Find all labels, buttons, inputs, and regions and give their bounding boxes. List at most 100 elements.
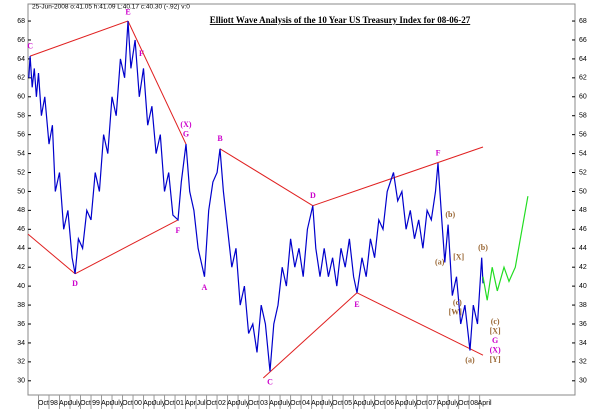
x-tick-label: 08 [470,400,478,407]
y-tick-label: 58 [17,113,25,120]
trendline [219,148,314,207]
x-tick-label: Oct [38,400,49,407]
y-tick-label: 68 [17,18,25,25]
x-tick-label: Oct [122,400,133,407]
x-tick-label: Oct [290,400,301,407]
wave-label: E [354,300,359,309]
x-tick-label: Jul [197,400,206,407]
x-tick-label: Oct [416,400,427,407]
y-tick-label: 48 [17,207,25,214]
wave-label: (X) [180,120,191,129]
y-tick-label: 50 [17,188,25,195]
wave-label: [W] [449,307,463,316]
y-tick-label-right: 62 [579,75,587,82]
wave-label: (b) [478,243,488,252]
x-tick-label: July [279,400,292,407]
y-tick-label-right: 38 [579,302,587,309]
y-tick-label-right: 40 [579,283,587,290]
wave-label: (c) [453,298,462,307]
trendline [29,20,129,57]
trendline [27,233,76,275]
x-tick-label: July [153,400,166,407]
x-tick-label: Oct [374,400,385,407]
y-tick-label: 40 [17,283,25,290]
wave-label: G [183,129,189,138]
trendline [127,20,187,145]
x-tick-label: 03 [260,400,268,407]
x-tick-label: 05 [344,400,352,407]
x-tick-label: Oct [80,400,91,407]
x-tick-label: Oct [332,400,343,407]
wave-label: (X) [490,345,501,354]
wave-label: (b) [445,210,455,219]
y-tick-label: 54 [17,150,25,157]
wave-label: G [492,336,498,345]
x-tick-label: July [447,400,460,407]
chart-title: Elliott Wave Analysis of the 10 Year US … [210,15,471,25]
x-tick-label: Apr [185,400,197,407]
x-tick-label: July [111,400,124,407]
wave-label: E [125,7,130,16]
x-tick-label: Apr [269,400,281,407]
wave-label: D [72,279,78,288]
price-line [28,20,484,372]
x-tick-label: 00 [134,400,142,407]
x-tick-label: 98 [50,400,58,407]
y-tick-label: 38 [17,302,25,309]
wave-label: (a) [465,356,475,365]
y-tick-label: 32 [17,359,25,366]
wave-label: C [27,41,33,50]
y-tick-label: 60 [17,94,25,101]
y-tick-label-right: 46 [579,226,587,233]
x-tick-label: April [478,400,492,407]
y-tick-label: 42 [17,264,25,271]
x-tick-label: Oct [248,400,259,407]
y-tick-label: 66 [17,37,25,44]
quote-info: 25-Jun-2008 o:41.05 h:41.09 L:40.17 c:40… [32,4,190,11]
y-tick-label-right: 60 [579,94,587,101]
y-tick-label-right: 52 [579,169,587,176]
y-tick-label-right: 30 [579,378,587,385]
wave-label: A [202,283,208,292]
y-tick-label-right: 48 [579,207,587,214]
x-tick-label: Apr [353,400,365,407]
x-tick-label: July [237,400,250,407]
x-tick-label: Apr [395,400,407,407]
x-tick-label: Oct [164,400,175,407]
y-tick-label-right: 66 [579,37,587,44]
y-tick-label-right: 34 [579,340,587,347]
x-tick-label: 04 [302,400,310,407]
wave-label: F [176,226,181,235]
trendline [356,292,484,356]
x-tick-label: Apr [101,400,113,407]
y-tick-label-right: 32 [579,359,587,366]
x-tick-label: July [405,400,418,407]
x-tick-label: 06 [386,400,394,407]
y-tick-label-right: 50 [579,188,587,195]
wave-label: F [436,148,441,157]
y-tick-label: 64 [17,56,25,63]
wave-label: F [139,49,144,58]
wave-label: [X] [453,253,464,262]
y-tick-label-right: 64 [579,56,587,63]
y-tick-label: 62 [17,75,25,82]
y-tick-label: 34 [17,340,25,347]
wave-label: (c) [491,317,500,326]
x-tick-label: 99 [92,400,100,407]
wave-label: [X] [490,326,501,335]
x-tick-label: 02 [218,400,226,407]
x-tick-label: July [321,400,334,407]
x-tick-label: Apr [59,400,71,407]
wave-label: B [217,134,223,143]
x-tick-label: Apr [227,400,239,407]
wave-label: D [310,191,316,200]
y-tick-label-right: 36 [579,321,587,328]
y-tick-label-right: 56 [579,131,587,138]
trendline [262,292,358,379]
y-tick-label-right: 44 [579,245,587,252]
x-tick-label: July [69,400,82,407]
trendline [312,146,484,207]
x-tick-label: 01 [176,400,184,407]
